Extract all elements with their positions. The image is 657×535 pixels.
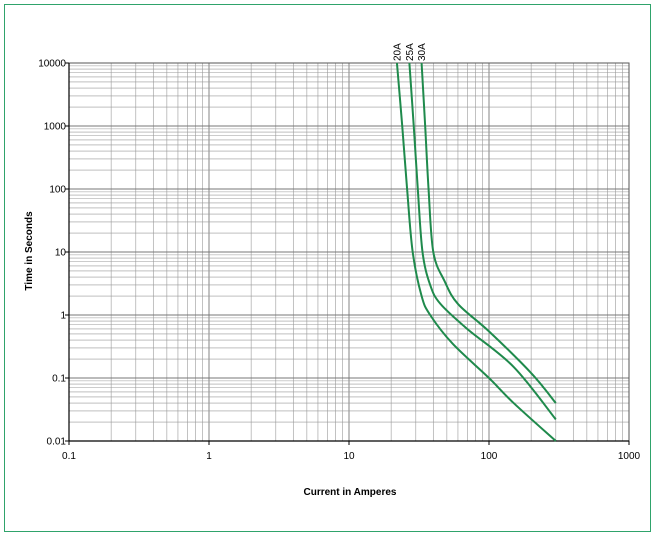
y-tick-label: 10	[55, 248, 67, 259]
y-tick-label: 100	[49, 185, 66, 196]
y-tick-label: 0.01	[47, 437, 67, 448]
y-tick-label: 10000	[38, 59, 66, 70]
fuse-time-current-chart: 0.1 1 10 100 1000 0.01 0.1 1 10 100 1000 10000 20A 2…	[24, 43, 641, 498]
y-tick-label: 1	[60, 311, 66, 322]
grid-lines	[68, 63, 629, 442]
x-tick-label: 100	[481, 451, 498, 462]
tick-labels: 0.1 1 10 100 1000 0.01 0.1 1 10 100 1000 10000	[38, 59, 640, 463]
series-label-20a: 20A	[392, 43, 403, 61]
series-label-25a: 25A	[405, 43, 416, 61]
series-line-25a	[408, 62, 557, 421]
series-label-30a: 30A	[417, 43, 428, 61]
x-tick-label: 10	[343, 451, 355, 462]
series-line-30a	[420, 62, 557, 404]
series-line-20a	[395, 62, 557, 442]
series-labels: 20A 25A 30A	[392, 43, 428, 61]
y-axis-title: Time in Seconds	[24, 211, 35, 291]
y-tick-label: 1000	[44, 122, 67, 133]
x-tick-label: 1	[206, 451, 212, 462]
x-tick-label: 0.1	[62, 451, 76, 462]
series-lines	[395, 62, 557, 442]
chart-frame: 0.1 1 10 100 1000 0.01 0.1 1 10 100 1000 10000 20A 2…	[4, 4, 651, 532]
y-tick-label: 0.1	[52, 374, 66, 385]
x-axis-title: Current in Amperes	[304, 487, 397, 498]
x-tick-label: 1000	[618, 451, 641, 462]
